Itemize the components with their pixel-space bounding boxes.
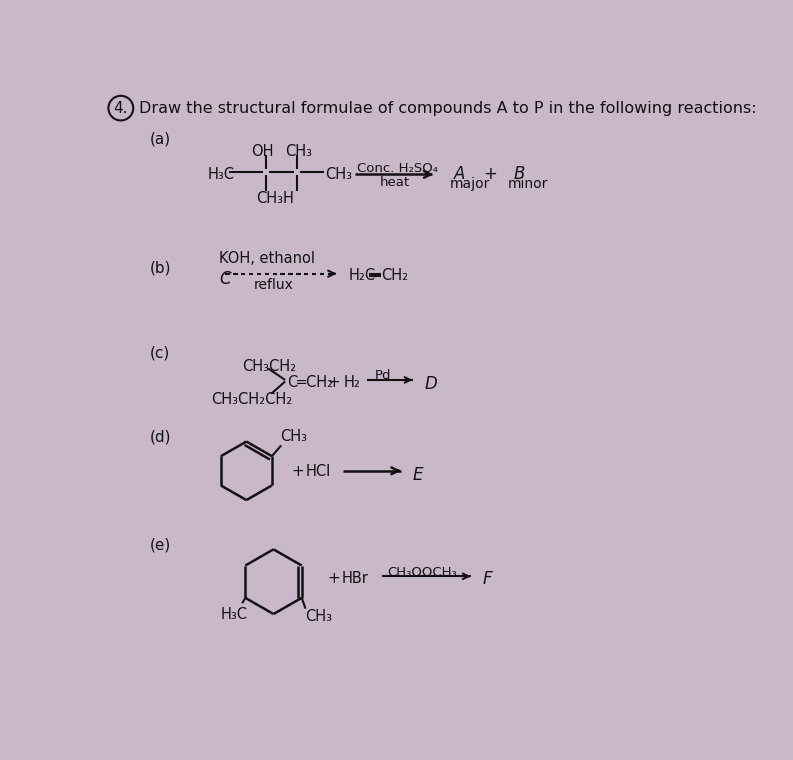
Text: (e): (e) xyxy=(150,538,170,553)
Text: CH₃: CH₃ xyxy=(285,144,312,159)
Text: +: + xyxy=(484,165,497,183)
Text: reflux: reflux xyxy=(254,277,294,292)
Text: H₂: H₂ xyxy=(343,375,360,390)
Text: A: A xyxy=(454,165,465,183)
Text: KOH, ethanol: KOH, ethanol xyxy=(219,252,316,266)
Text: E: E xyxy=(413,466,423,484)
Text: +: + xyxy=(328,375,340,390)
Text: B: B xyxy=(514,165,525,183)
Text: heat: heat xyxy=(380,176,410,189)
Text: OH: OH xyxy=(251,144,273,159)
Text: (d): (d) xyxy=(150,430,171,445)
Text: Pd: Pd xyxy=(375,369,392,382)
Text: CH₂: CH₂ xyxy=(381,268,408,283)
Text: major: major xyxy=(450,176,491,191)
Text: D: D xyxy=(424,375,438,393)
Text: F: F xyxy=(483,570,492,588)
Text: H₃C: H₃C xyxy=(220,607,247,622)
Text: +: + xyxy=(328,571,340,586)
Text: CH₃: CH₃ xyxy=(280,429,307,444)
Text: H₃C: H₃C xyxy=(208,166,235,182)
Text: HCl: HCl xyxy=(305,464,331,479)
Text: CH₃CH₂CH₂: CH₃CH₂CH₂ xyxy=(212,391,293,407)
Text: CH₃CH₂: CH₃CH₂ xyxy=(243,359,297,374)
Text: C═CH₂: C═CH₂ xyxy=(287,375,333,390)
Text: Conc. H₂SO₄: Conc. H₂SO₄ xyxy=(357,162,439,175)
Text: CH₃H: CH₃H xyxy=(256,192,294,206)
Text: C: C xyxy=(219,270,231,288)
Text: HBr: HBr xyxy=(342,571,369,586)
Text: (c): (c) xyxy=(150,345,170,360)
Text: Draw the structural formulae of compounds A to P in the following reactions:: Draw the structural formulae of compound… xyxy=(140,101,757,116)
Text: CH₃: CH₃ xyxy=(305,609,332,624)
Text: (a): (a) xyxy=(150,131,170,146)
Text: H₂C: H₂C xyxy=(349,268,376,283)
Text: (b): (b) xyxy=(150,261,171,276)
Text: minor: minor xyxy=(508,176,548,191)
Text: CH₃OOCH₃: CH₃OOCH₃ xyxy=(388,565,458,578)
Text: 4.: 4. xyxy=(113,100,128,116)
Text: +: + xyxy=(291,464,304,479)
Text: CH₃: CH₃ xyxy=(324,166,351,182)
